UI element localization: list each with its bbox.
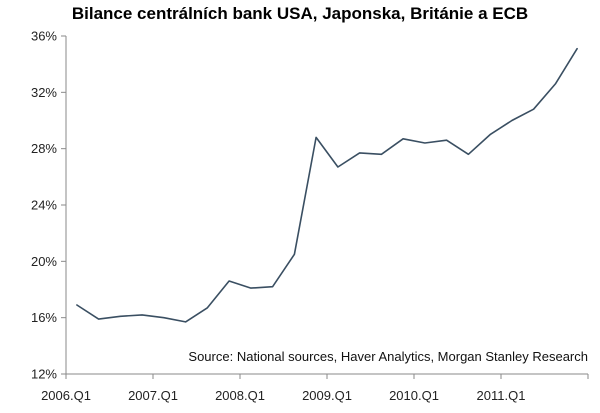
x-tick-label: 2010.Q1 [389,388,439,403]
x-axis: 2006.Q1 2007.Q1 2008.Q1 2009.Q1 2010.Q1 2011.… [41,373,589,403]
y-tick-label: 28% [31,141,57,156]
x-tick-label: 2008.Q1 [215,388,265,403]
chart-title: Bilance centrálních bank USA, Japonska, … [72,4,528,23]
x-tick-label: 2007.Q1 [128,388,178,403]
series-layer [76,47,578,323]
y-axis: 12% 16% 20% 24% 28% 32% 36% [31,29,67,382]
source-note: Source: National sources, Haver Analytic… [188,349,588,364]
x-tick-label: 2006.Q1 [41,388,91,403]
y-tick-label: 24% [31,198,57,213]
x-tick-label: 2011.Q1 [477,388,526,403]
y-tick-label: 12% [31,367,57,382]
y-tick-label: 16% [31,310,57,325]
series-line [76,47,578,323]
y-tick-label: 20% [31,254,57,269]
y-tick-label: 32% [31,85,57,100]
x-tick-label: 2009.Q1 [302,388,352,403]
y-tick-label: 36% [31,29,57,44]
